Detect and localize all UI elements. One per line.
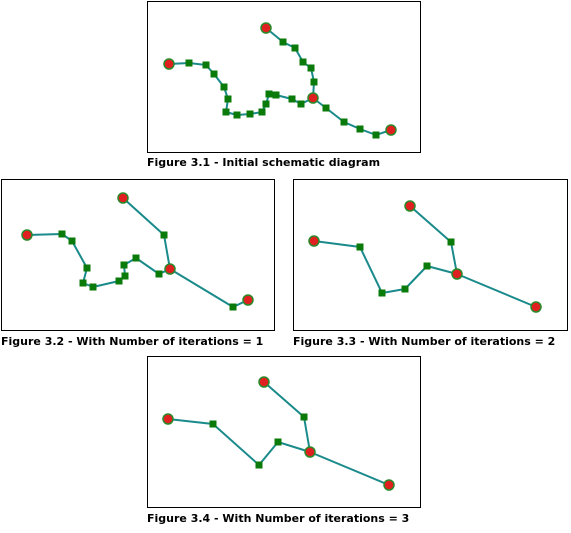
link-edge <box>167 418 311 466</box>
figure-3-4-caption: Figure 3.4 - With Number of iterations =… <box>147 512 410 525</box>
vertex-marker <box>274 438 282 446</box>
node-marker <box>117 192 129 204</box>
figure-3-4-diagram <box>162 376 395 491</box>
node-marker <box>163 58 175 70</box>
vertex-marker <box>340 118 348 126</box>
vertex-marker <box>310 78 318 86</box>
vertex-marker <box>222 108 230 116</box>
vertex-marker <box>423 262 431 270</box>
node-marker <box>260 22 272 34</box>
node-marker <box>304 446 316 458</box>
node-marker <box>242 294 254 306</box>
figure-3-4-panel <box>147 356 421 508</box>
vertex-marker <box>272 91 280 99</box>
vertex-marker <box>265 90 273 98</box>
vertex-marker <box>401 285 409 293</box>
vertex-marker <box>246 110 254 118</box>
node-marker <box>530 301 542 313</box>
vertex-marker <box>300 413 308 421</box>
vertex-marker <box>279 38 287 46</box>
vertex-marker <box>258 108 266 116</box>
vertex-marker <box>255 461 263 469</box>
node-marker <box>383 479 395 491</box>
node-marker <box>162 413 174 425</box>
figure-3-3-panel <box>293 179 568 331</box>
figure-3-1-diagram <box>163 22 397 139</box>
figure-3-1-caption: Figure 3.1 - Initial schematic diagram <box>147 156 381 169</box>
link-edge <box>169 268 249 308</box>
vertex-marker <box>322 104 330 112</box>
vertex-marker <box>378 289 386 297</box>
node-marker <box>164 263 176 275</box>
node-marker <box>258 376 270 388</box>
vertex-marker <box>229 303 237 311</box>
link-edge <box>26 233 171 288</box>
node-marker <box>385 124 397 136</box>
vertex-marker <box>356 243 364 251</box>
link-edge <box>265 27 315 99</box>
vertex-marker <box>288 95 296 103</box>
figure-3-3-caption: Figure 3.3 - With Number of iterations =… <box>293 335 556 348</box>
node-marker <box>21 229 33 241</box>
vertex-marker <box>356 125 364 133</box>
node-marker <box>308 235 320 247</box>
vertex-marker <box>155 270 163 278</box>
vertex-marker <box>160 231 168 239</box>
vertex-marker <box>89 283 97 291</box>
vertex-marker <box>233 111 241 119</box>
vertex-marker <box>291 44 299 52</box>
vertex-marker <box>209 420 217 428</box>
vertex-marker <box>202 61 210 69</box>
vertex-marker <box>120 261 128 269</box>
vertex-marker <box>132 254 140 262</box>
vertex-marker <box>299 58 307 66</box>
vertex-marker <box>68 237 76 245</box>
vertex-marker <box>83 264 91 272</box>
vertex-marker <box>372 131 380 139</box>
figure-3-1-panel <box>147 1 421 153</box>
node-marker <box>451 268 463 280</box>
vertex-marker <box>262 100 270 108</box>
vertex-marker <box>58 230 66 238</box>
figure-3-3-diagram <box>308 200 542 313</box>
node-marker <box>307 92 319 104</box>
figure-3-2-diagram <box>21 192 254 311</box>
vertex-marker <box>297 100 305 108</box>
vertex-marker <box>447 238 455 246</box>
vertex-marker <box>307 64 315 72</box>
vertex-marker <box>210 70 218 78</box>
vertex-marker <box>224 95 232 103</box>
figure-3-2-caption: Figure 3.2 - With Number of iterations =… <box>1 335 264 348</box>
figure-3-2-panel <box>1 179 275 331</box>
vertex-marker <box>121 272 129 280</box>
link-edge <box>168 62 314 116</box>
link-edge <box>312 97 392 136</box>
link-edge <box>309 451 390 486</box>
vertex-marker <box>115 277 123 285</box>
node-marker <box>404 200 416 212</box>
vertex-marker <box>79 279 87 287</box>
link-edge <box>313 240 458 294</box>
link-edge <box>456 273 537 308</box>
vertex-marker <box>220 83 228 91</box>
vertex-marker <box>185 59 193 67</box>
